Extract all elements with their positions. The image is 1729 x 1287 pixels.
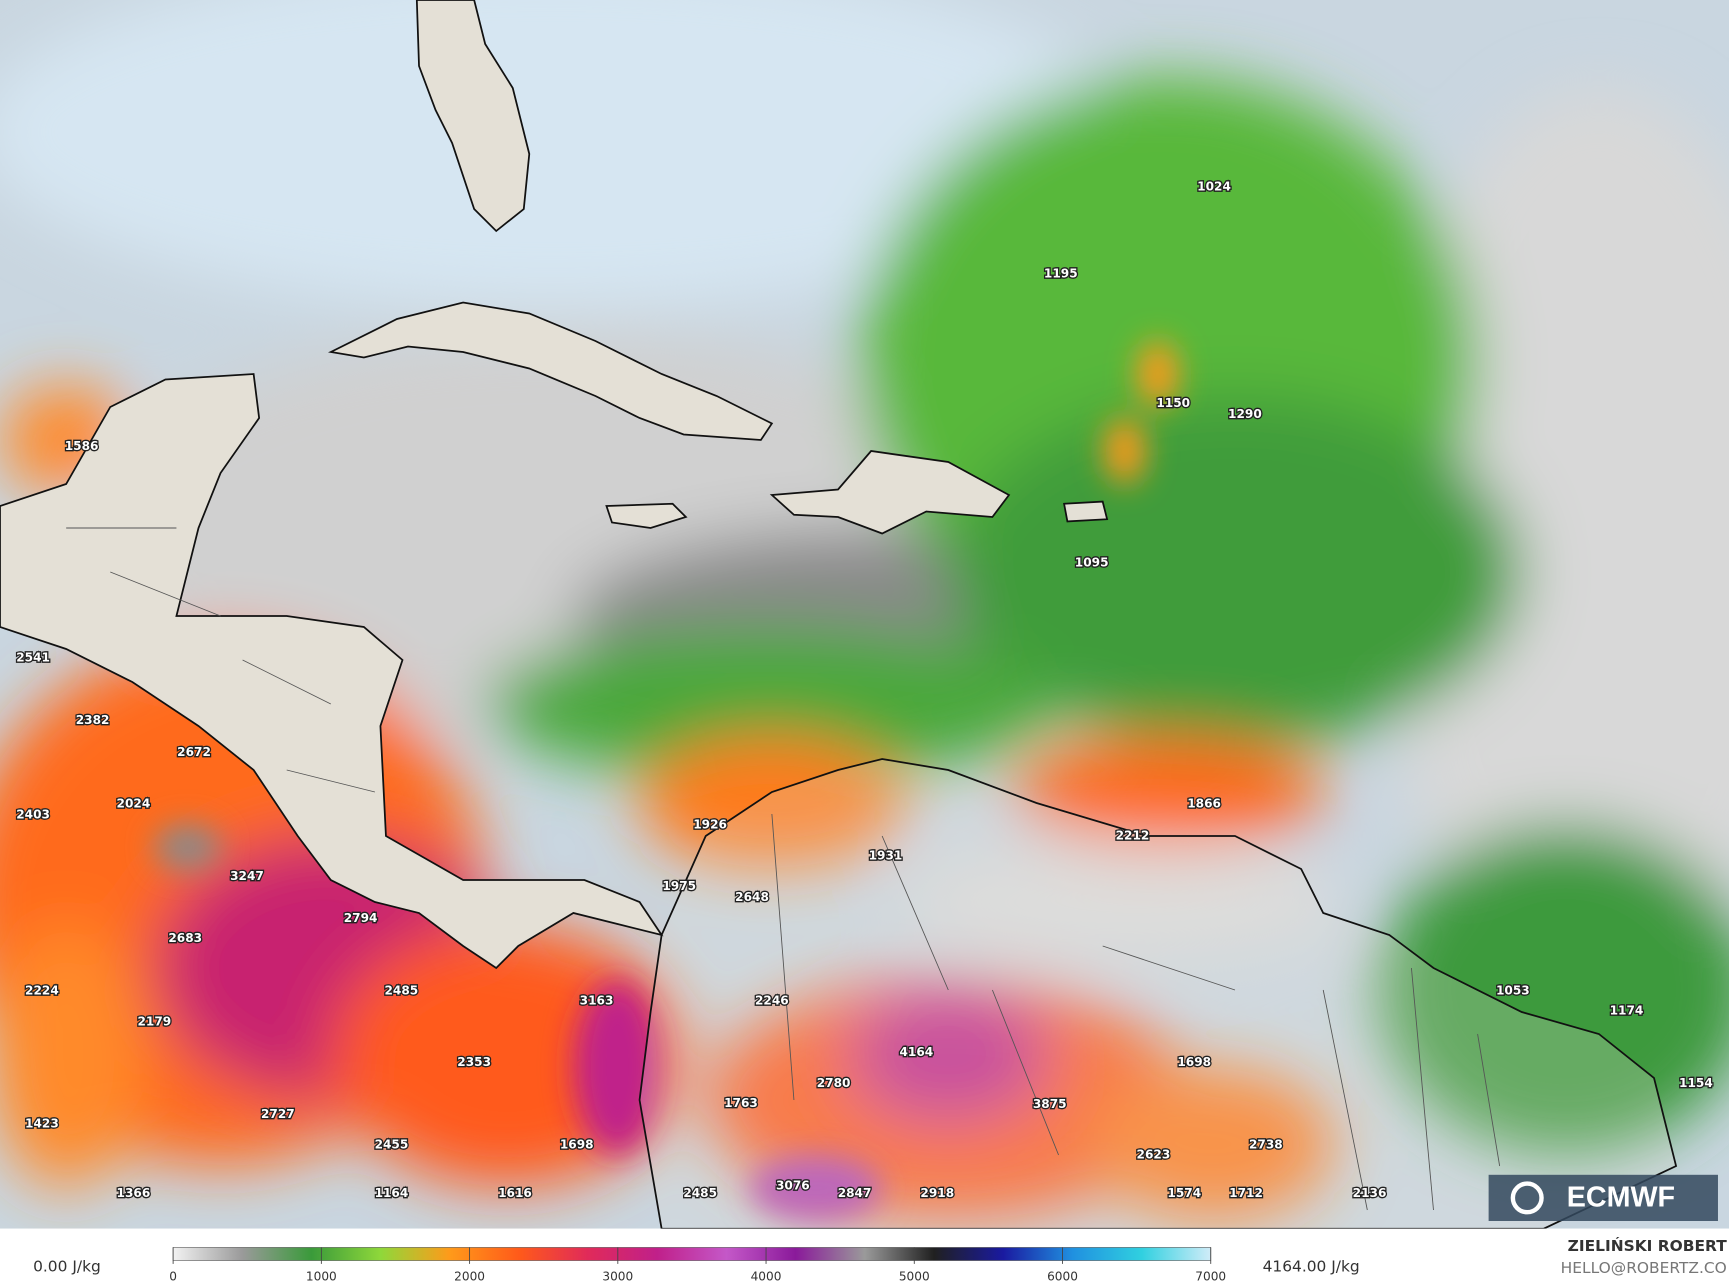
value-label: 1926 <box>693 818 727 832</box>
value-label: 1174 <box>1610 1003 1644 1017</box>
value-label: 2485 <box>385 984 419 998</box>
value-label: 2847 <box>838 1186 872 1200</box>
value-label: 2672 <box>177 745 211 759</box>
value-label: 1586 <box>65 439 99 453</box>
value-label: 2353 <box>457 1055 491 1069</box>
value-label: 2212 <box>1116 829 1150 843</box>
value-label: 2738 <box>1249 1138 1283 1152</box>
value-label: 1164 <box>375 1186 409 1200</box>
logo: ECMWF <box>1488 1174 1718 1221</box>
value-label: 1763 <box>724 1096 758 1110</box>
value-label: 1095 <box>1075 556 1109 570</box>
colorbar-tick-label: 2000 <box>454 1270 485 1284</box>
value-label: 1975 <box>662 879 696 893</box>
value-label: 3247 <box>230 869 264 883</box>
value-label: 1150 <box>1156 396 1190 410</box>
value-label: 1053 <box>1496 984 1530 998</box>
colorbar-tick-label: 0 <box>169 1270 177 1284</box>
value-label: 2918 <box>920 1186 954 1200</box>
value-label: 3875 <box>1033 1097 1067 1111</box>
value-label: 3163 <box>580 994 614 1008</box>
value-label: 1931 <box>869 848 903 862</box>
credit-author: ZIELIŃSKI ROBERT <box>1568 1236 1728 1255</box>
value-label: 1423 <box>25 1117 59 1131</box>
field <box>0 0 1729 1229</box>
value-label: 2541 <box>16 650 50 664</box>
value-label: 2403 <box>16 808 50 822</box>
colorbar-tick-label: 7000 <box>1195 1270 1226 1284</box>
colorbar-tick-label: 6000 <box>1047 1270 1078 1284</box>
logo-text: ECMWF <box>1567 1182 1675 1214</box>
value-label: 1154 <box>1679 1076 1713 1090</box>
logo-icon <box>1510 1181 1544 1215</box>
credit-contact: HELLO@ROBERTZ.CO <box>1561 1259 1727 1277</box>
colorbar-tick-label: 3000 <box>602 1270 633 1284</box>
value-label: 2224 <box>25 984 59 998</box>
colorbar-min-label: 0.00 J/kg <box>33 1258 101 1276</box>
value-label: 3076 <box>776 1178 810 1192</box>
value-label: 2246 <box>755 994 789 1008</box>
value-label: 1195 <box>1044 266 1078 280</box>
value-label: 1698 <box>1177 1055 1211 1069</box>
value-label: 1366 <box>117 1186 151 1200</box>
value-label: 2136 <box>1353 1186 1387 1200</box>
colorbar-tick-label: 1000 <box>306 1270 337 1284</box>
colorbar-max-label: 4164.00 J/kg <box>1263 1258 1360 1276</box>
value-label: 2648 <box>735 890 769 904</box>
value-label: 4164 <box>899 1045 933 1059</box>
value-label: 1698 <box>560 1138 594 1152</box>
value-label: 1712 <box>1229 1186 1263 1200</box>
colorbar-tick-label: 4000 <box>751 1270 782 1284</box>
value-label: 1290 <box>1228 407 1262 421</box>
value-label: 2485 <box>683 1186 717 1200</box>
value-label: 2683 <box>168 931 202 945</box>
value-label: 2455 <box>375 1138 409 1152</box>
value-label: 1616 <box>498 1186 532 1200</box>
colorbar-tick-label: 5000 <box>899 1270 930 1284</box>
value-label: 2179 <box>138 1014 172 1028</box>
value-label: 1024 <box>1197 180 1231 194</box>
map-labels: 1024 1195 1150 1290 1095 1586 2541 2382 2672 2403… <box>15 178 1714 1201</box>
colorbar-ramp <box>172 1247 1212 1261</box>
value-label: 2794 <box>344 911 378 925</box>
value-label: 2727 <box>261 1107 295 1121</box>
value-label: 1866 <box>1187 797 1221 811</box>
value-label: 2623 <box>1137 1148 1171 1162</box>
value-label: 2024 <box>117 797 151 811</box>
colorbar: 0 1000 2000 3000 4000 5000 6000 7000 <box>169 1247 1226 1284</box>
value-label: 1574 <box>1167 1186 1201 1200</box>
value-label: 2780 <box>817 1076 851 1090</box>
value-label: 2382 <box>76 713 110 727</box>
